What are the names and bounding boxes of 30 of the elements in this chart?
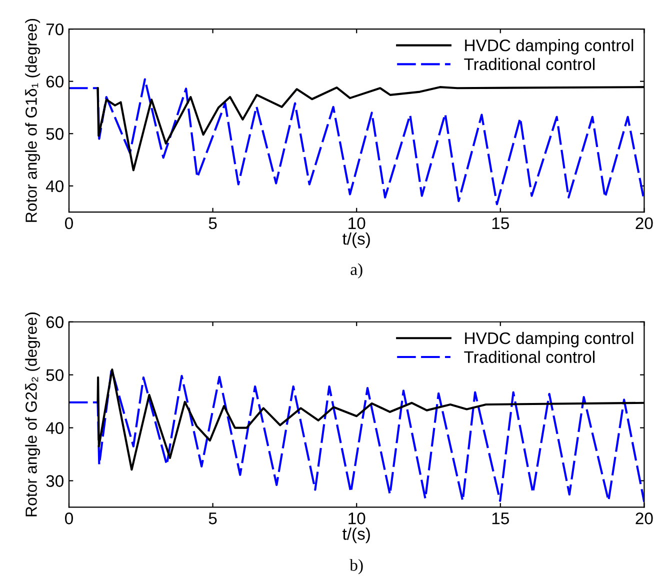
- text: a): [350, 263, 362, 278]
- x-tick-label: 20: [636, 512, 653, 524]
- y-tick-label: 40: [46, 180, 64, 192]
- line-series: [68, 368, 644, 503]
- x-tick-label: 20: [636, 217, 653, 230]
- x-tick-label: 0: [65, 512, 73, 524]
- legend-label: Traditional control: [464, 58, 594, 70]
- y-tick-label: 40: [46, 422, 64, 434]
- y-tick-label: 70: [46, 23, 64, 36]
- legend-label: HVDC damping control: [465, 39, 634, 55]
- x-tick-label: 10: [348, 217, 366, 230]
- y-tick-label: 50: [46, 369, 64, 382]
- y-tick-label: 60: [46, 76, 64, 88]
- x-tick-label: 5: [208, 218, 217, 230]
- legend-label: Traditional control: [464, 350, 594, 363]
- line-series: [68, 78, 644, 206]
- text: b): [350, 559, 363, 574]
- y-axis-title: Rotor angle of G1δ₁ (degree): [25, 18, 40, 222]
- x-axis-title: t/(s): [342, 232, 370, 248]
- x-tick-label: 10: [348, 512, 366, 524]
- x-axis-title: t/(s): [342, 528, 370, 544]
- y-axis-title: Rotor angle of G2δ₂ (degree): [25, 312, 40, 516]
- x-tick-label: 15: [492, 512, 509, 524]
- x-tick-label: 0: [65, 217, 73, 230]
- legend-label: HVDC damping control: [465, 332, 634, 348]
- y-tick-label: 60: [46, 316, 64, 328]
- y-tick-label: 30: [46, 475, 64, 487]
- x-tick-label: 5: [208, 512, 217, 524]
- y-tick-label: 50: [46, 128, 64, 140]
- x-tick-label: 15: [492, 218, 509, 230]
